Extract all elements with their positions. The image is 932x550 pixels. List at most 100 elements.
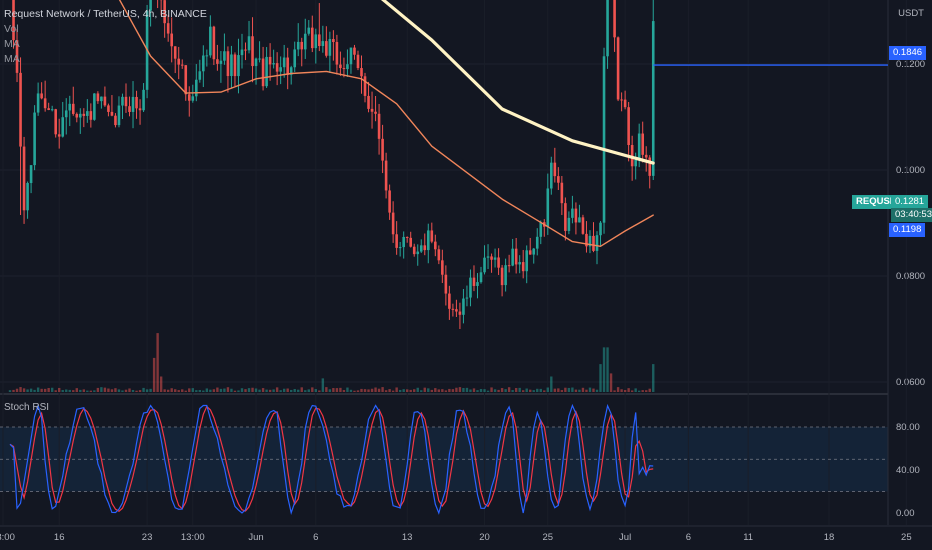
candle-body xyxy=(557,176,560,183)
volume-bar xyxy=(637,390,641,392)
volume-bar xyxy=(420,390,423,392)
volume-bar xyxy=(19,387,22,392)
x-tick-label: 25 xyxy=(901,532,912,543)
last-price-tag: 0.1281 xyxy=(891,195,929,209)
volume-bar xyxy=(82,389,86,392)
candle-body xyxy=(124,96,128,107)
candle-body xyxy=(191,96,195,101)
candle-body xyxy=(339,64,342,69)
volume-bar xyxy=(184,390,187,392)
candle-body xyxy=(265,56,268,87)
volume-bar xyxy=(124,389,128,392)
lower-line-price-tag: 0.1198 xyxy=(889,223,926,237)
candle-body xyxy=(233,54,237,77)
x-tick-label: 23 xyxy=(142,532,153,543)
volume-bar xyxy=(430,389,433,392)
candle-body xyxy=(142,89,145,111)
y-tick-label: 0.1200 xyxy=(896,59,925,70)
volume-bar xyxy=(574,389,578,392)
volume-bar xyxy=(437,389,441,392)
volume-bar xyxy=(367,389,370,392)
candle-body xyxy=(381,138,384,161)
legend-vol[interactable]: Vol xyxy=(4,23,19,35)
candle-body xyxy=(237,55,240,77)
volume-bar xyxy=(486,390,490,392)
candle-body xyxy=(578,217,581,223)
candle-body xyxy=(539,222,543,237)
stoch-tick-label: 0.00 xyxy=(896,508,915,519)
candle-body xyxy=(451,308,455,310)
volume-bar xyxy=(529,389,532,392)
volume-bar xyxy=(388,389,391,392)
volume-bar xyxy=(599,364,602,392)
volume-bar xyxy=(177,390,180,392)
candle-body xyxy=(342,68,346,70)
volume-bar xyxy=(96,387,100,392)
volume-bar xyxy=(353,390,356,392)
chart-legend: Request Network / TetherUS, 4h, BINANCE … xyxy=(4,7,207,67)
volume-bar xyxy=(550,376,553,392)
volume-bar xyxy=(500,388,504,392)
volume-bar xyxy=(275,387,279,392)
volume-bar xyxy=(497,389,500,392)
candle-body xyxy=(391,212,395,235)
volume-bar xyxy=(174,389,177,392)
candle-body xyxy=(462,298,465,315)
volume-bar xyxy=(209,389,212,392)
volume-bar xyxy=(525,388,528,392)
volume-bar xyxy=(26,389,29,392)
stoch-rsi-label[interactable]: Stoch RSI xyxy=(4,402,50,413)
volume-bar xyxy=(472,388,476,392)
candle-body xyxy=(550,162,553,189)
candle-body xyxy=(595,235,599,251)
candle-body xyxy=(89,111,93,120)
candle-body xyxy=(325,41,328,56)
legend-ma-2[interactable]: MA xyxy=(4,53,20,65)
volume-bar xyxy=(304,390,307,392)
stoch-k-line xyxy=(9,403,654,516)
candle-body xyxy=(374,111,377,114)
candle-body xyxy=(616,37,620,100)
candle-body xyxy=(613,0,616,38)
volume-bar xyxy=(261,388,265,392)
candle-body xyxy=(251,36,254,67)
volume-bar xyxy=(321,378,325,392)
volume-bar xyxy=(156,333,159,392)
volume-bar xyxy=(297,389,300,392)
symbol-title[interactable]: Request Network / TetherUS, 4h, BINANCE xyxy=(4,8,207,20)
volume-bar xyxy=(328,389,332,392)
candle-body xyxy=(19,72,22,147)
volume-bar xyxy=(131,389,135,392)
candle-body xyxy=(437,249,441,261)
volume-bar xyxy=(138,390,142,392)
volume-bar xyxy=(627,388,630,392)
volume-bar xyxy=(117,389,121,392)
candle-body xyxy=(209,26,212,56)
volume-bar xyxy=(33,389,36,392)
volume-bar xyxy=(641,390,644,392)
volume-bar xyxy=(219,388,223,392)
volume-bar xyxy=(634,388,637,392)
volume-bar xyxy=(272,389,275,392)
candle-body xyxy=(244,49,247,51)
candle-body xyxy=(571,208,574,218)
candle-body xyxy=(560,182,564,204)
candle-body xyxy=(483,257,486,273)
volume-bar xyxy=(507,387,511,392)
volume-bar xyxy=(360,388,363,392)
candle-body xyxy=(107,105,110,112)
x-tick-label: 25 xyxy=(543,532,554,543)
volume-bar xyxy=(613,390,616,392)
legend-ma-1[interactable]: MA xyxy=(4,38,20,50)
volume-bar xyxy=(103,387,107,392)
candle-body xyxy=(29,165,33,184)
x-tick-label: 18 xyxy=(824,532,835,543)
volume-bar xyxy=(279,390,282,392)
candle-body xyxy=(458,311,462,315)
candle-body xyxy=(303,33,307,50)
candle-body xyxy=(82,113,86,116)
bar-countdown-tag: 03:40:53 xyxy=(891,208,932,222)
volume-bar xyxy=(609,373,613,392)
candle-body xyxy=(398,247,402,249)
